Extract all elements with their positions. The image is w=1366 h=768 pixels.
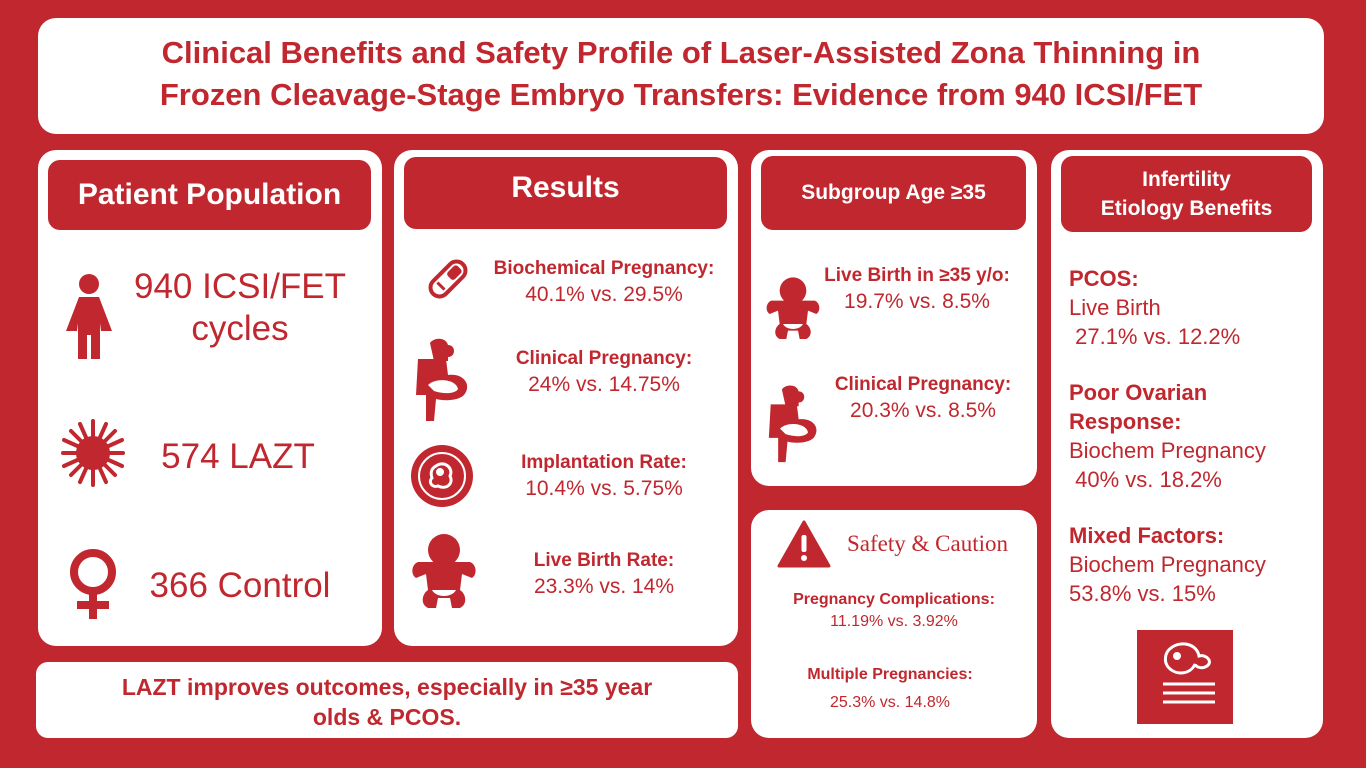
result-biochemical: Biochemical Pregnancy: 40.1% vs. 29.5% [478,258,730,307]
conclusion-line-1: LAZT improves outcomes, especially in ≥3… [121,674,653,700]
pregnant-woman-icon [412,335,474,423]
result-label: Biochemical Pregnancy: [493,258,715,279]
population-panel: Patient Population 940 ICSI/FET cycles 5… [38,150,382,646]
safety-label: Pregnancy Complications: [793,591,995,608]
conclusion-panel: LAZT improves outcomes, especially in ≥3… [36,662,738,738]
subgroup-header: Subgroup Age ≥35 [761,156,1026,230]
laser-burst-icon [60,418,126,488]
results-header: Results [404,157,727,229]
subgroup-label: Clinical Pregnancy: [834,374,1012,395]
safety-value: 11.19% vs. 3.92% [830,613,958,630]
warning-icon [777,520,831,568]
population-cycles: 940 ICSI/FET cycles [122,266,358,350]
safety-label: Multiple Pregnancies: [807,666,973,683]
etiology-label: PCOS: [1069,266,1139,291]
etiology-value: 40% vs. 18.2% [1069,467,1222,492]
etiology-sub: Biochem Pregnancy [1069,438,1266,463]
etiology-panel: Infertility Etiology Benefits PCOS: Live… [1051,150,1323,738]
conclusion-text: LAZT improves outcomes, especially in ≥3… [36,672,738,732]
cycles-count: 940 ICSI/FET [133,267,347,306]
subgroup-live-birth: Live Birth in ≥35 y/o: 19.7% vs. 8.5% [807,265,1027,314]
result-value: 24% vs. 14.75% [528,373,680,396]
page-title: Clinical Benefits and Safety Profile of … [68,32,1294,116]
etiology-header-line-1: Infertility [1142,168,1231,191]
population-lazt: 574 LAZT [161,437,315,476]
etiology-label: Mixed Factors: [1069,523,1225,548]
subgroup-label: Live Birth in ≥35 y/o: [824,265,1010,286]
etiology-label: Response: [1069,409,1182,434]
result-value: 10.4% vs. 5.75% [525,477,683,500]
baby-icon [408,532,480,612]
safety-panel: Safety & Caution Pregnancy Complications… [751,510,1037,738]
safety-multiple: Multiple Pregnancies: 25.3% vs. 14.8% [747,666,1033,712]
result-live-birth: Live Birth Rate: 23.3% vs. 14% [480,550,728,599]
subgroup-panel: Subgroup Age ≥35 Live Birth in ≥35 y/o: … [751,150,1037,486]
embryo-icon [410,444,474,508]
population-header: Patient Population [48,160,371,230]
title-line-2: Frozen Cleavage-Stage Embryo Transfers: … [159,77,1203,112]
etiology-header: Infertility Etiology Benefits [1061,156,1312,232]
etiology-value: 53.8% vs. 15% [1069,581,1216,606]
embryo-report-icon [1137,630,1233,724]
safety-complications: Pregnancy Complications: 11.19% vs. 3.92… [751,591,1037,631]
conclusion-line-2: olds & PCOS. [312,704,462,730]
pregnant-woman-icon [765,382,823,464]
subgroup-value: 19.7% vs. 8.5% [844,290,990,313]
safety-header: Safety & Caution [847,531,1008,556]
subgroup-clinical: Clinical Pregnancy: 20.3% vs. 8.5% [813,374,1033,423]
result-label: Clinical Pregnancy: [515,348,693,369]
etiology-sub: Biochem Pregnancy [1069,552,1266,577]
etiology-label: Poor Ovarian [1069,380,1208,405]
woman-icon [60,273,118,361]
title-line-1: Clinical Benefits and Safety Profile of … [161,35,1201,70]
etiology-header-line-2: Etiology Benefits [1100,197,1273,220]
result-clinical: Clinical Pregnancy: 24% vs. 14.75% [480,348,728,397]
results-panel: Results Biochemical Pregnancy: 40.1% vs.… [394,150,738,646]
baby-icon [763,275,823,343]
result-label: Implantation Rate: [521,452,687,473]
etiology-value: 27.1% vs. 12.2% [1069,324,1241,349]
female-symbol-icon [63,548,123,620]
etiology-sub: Live Birth [1069,295,1161,320]
result-value: 40.1% vs. 29.5% [525,283,683,306]
result-label: Live Birth Rate: [533,550,675,571]
subgroup-value: 20.3% vs. 8.5% [850,399,996,422]
etiology-pcos: PCOS: Live Birth 27.1% vs. 12.2% [1069,264,1319,351]
result-implantation: Implantation Rate: 10.4% vs. 5.75% [480,452,728,501]
etiology-mixed: Mixed Factors: Biochem Pregnancy 53.8% v… [1069,521,1319,608]
cycles-unit: cycles [191,309,289,348]
result-value: 23.3% vs. 14% [533,575,675,598]
population-control: 366 Control [149,566,331,605]
safety-value: 25.3% vs. 14.8% [829,694,951,711]
title-panel: Clinical Benefits and Safety Profile of … [38,18,1324,134]
pregnancy-test-icon [424,255,472,303]
etiology-poor-ovarian: Poor Ovarian Response: Biochem Pregnancy… [1069,378,1319,494]
